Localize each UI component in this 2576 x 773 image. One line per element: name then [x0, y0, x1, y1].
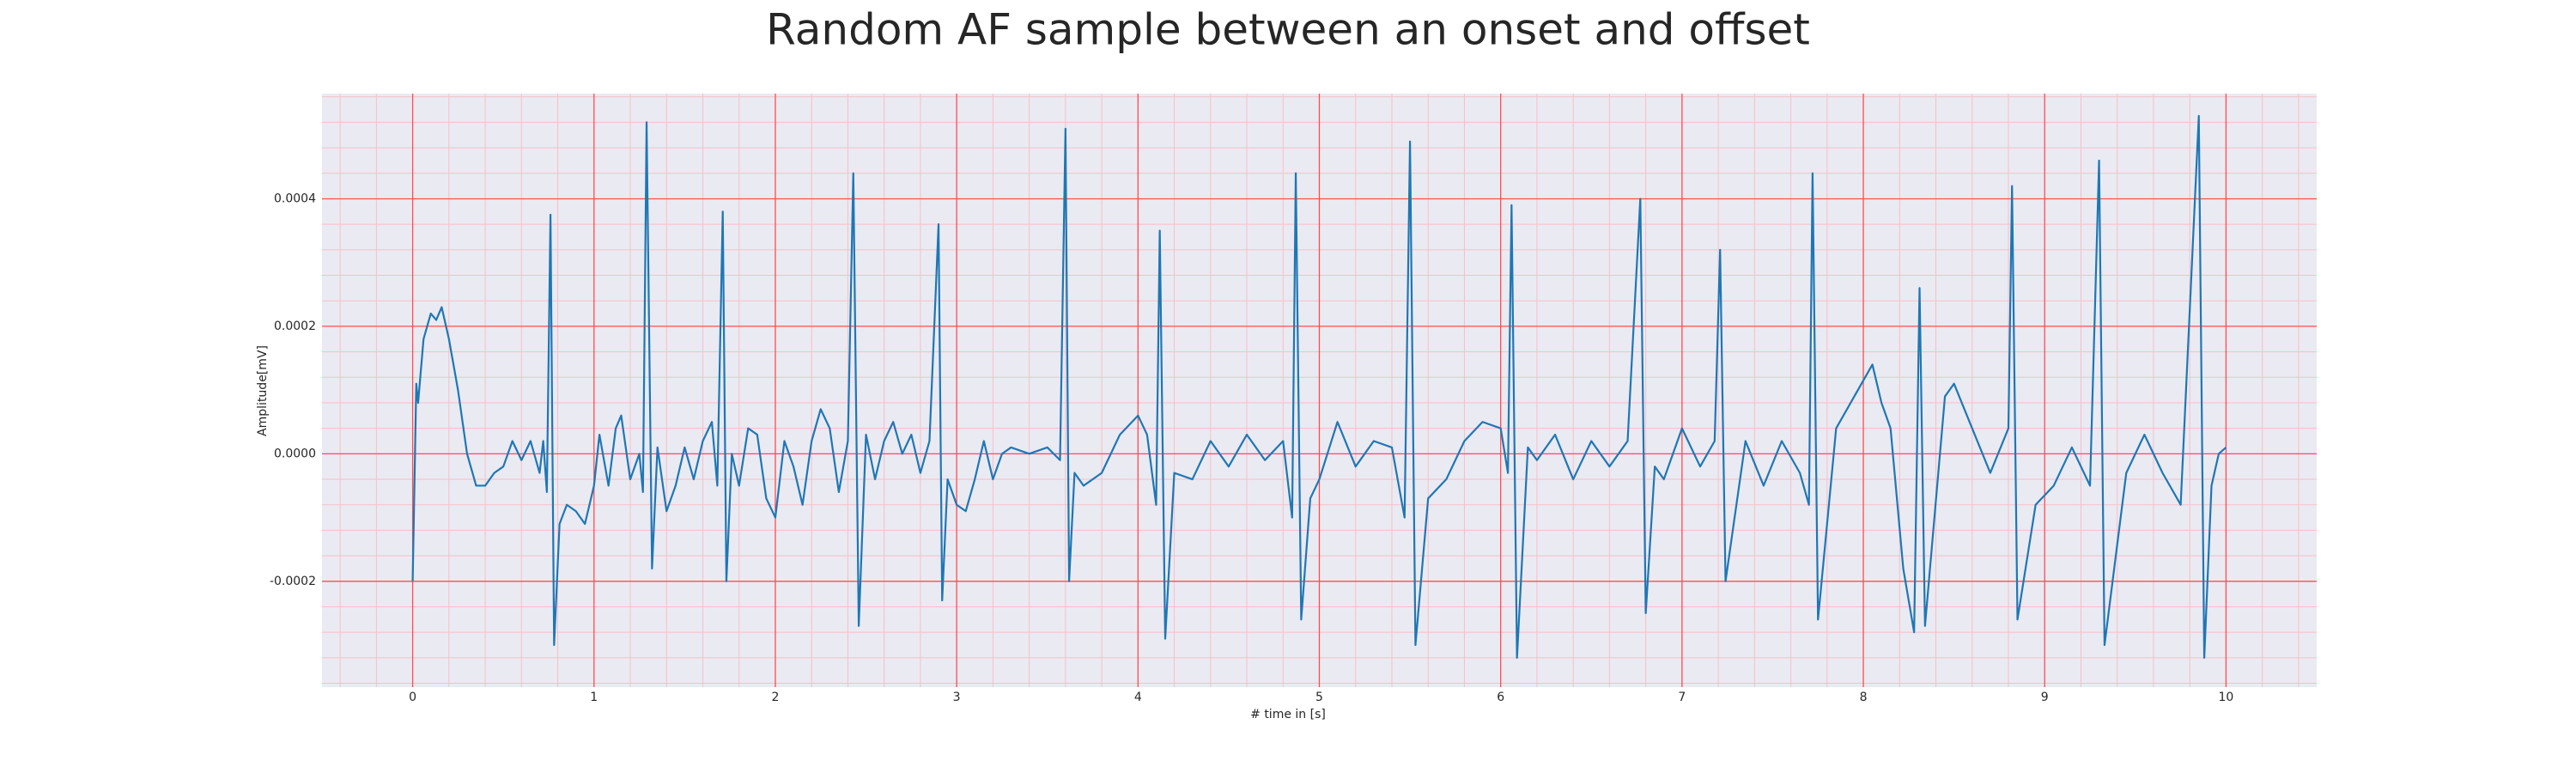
x-tick-label: 6: [1497, 691, 1504, 704]
chart-title: Random AF sample between an onset and of…: [766, 5, 1810, 55]
x-tick-label: 0: [409, 691, 416, 704]
x-tick-label: 1: [590, 691, 598, 704]
x-tick-label: 3: [953, 691, 961, 704]
x-tick-label: 8: [1860, 691, 1868, 704]
y-tick-label: 0.0002: [274, 320, 316, 333]
y-axis-label: Amplitude[mV]: [256, 345, 270, 436]
x-tick-label: 4: [1134, 691, 1142, 704]
y-tick-label: 0.0004: [274, 192, 316, 205]
x-tick-label: 9: [2041, 691, 2049, 704]
x-tick-label: 2: [771, 691, 779, 704]
x-axis-label: # time in [s]: [1250, 708, 1326, 721]
signal-line: [411, 114, 2227, 659]
major-grid: [322, 94, 2317, 687]
x-tick-label: 10: [2218, 691, 2233, 704]
labels: 0 1 2 3 4 5 6 7 8 9 10 -0.0002 0.0000 0.0002 0.0004: [270, 192, 2233, 704]
x-tick-label: 5: [1315, 691, 1323, 704]
y-tick-label: 0.0000: [274, 447, 316, 460]
y-tick-label: -0.0002: [270, 575, 316, 588]
x-tick-label: 7: [1678, 691, 1686, 704]
series: [411, 114, 2227, 659]
